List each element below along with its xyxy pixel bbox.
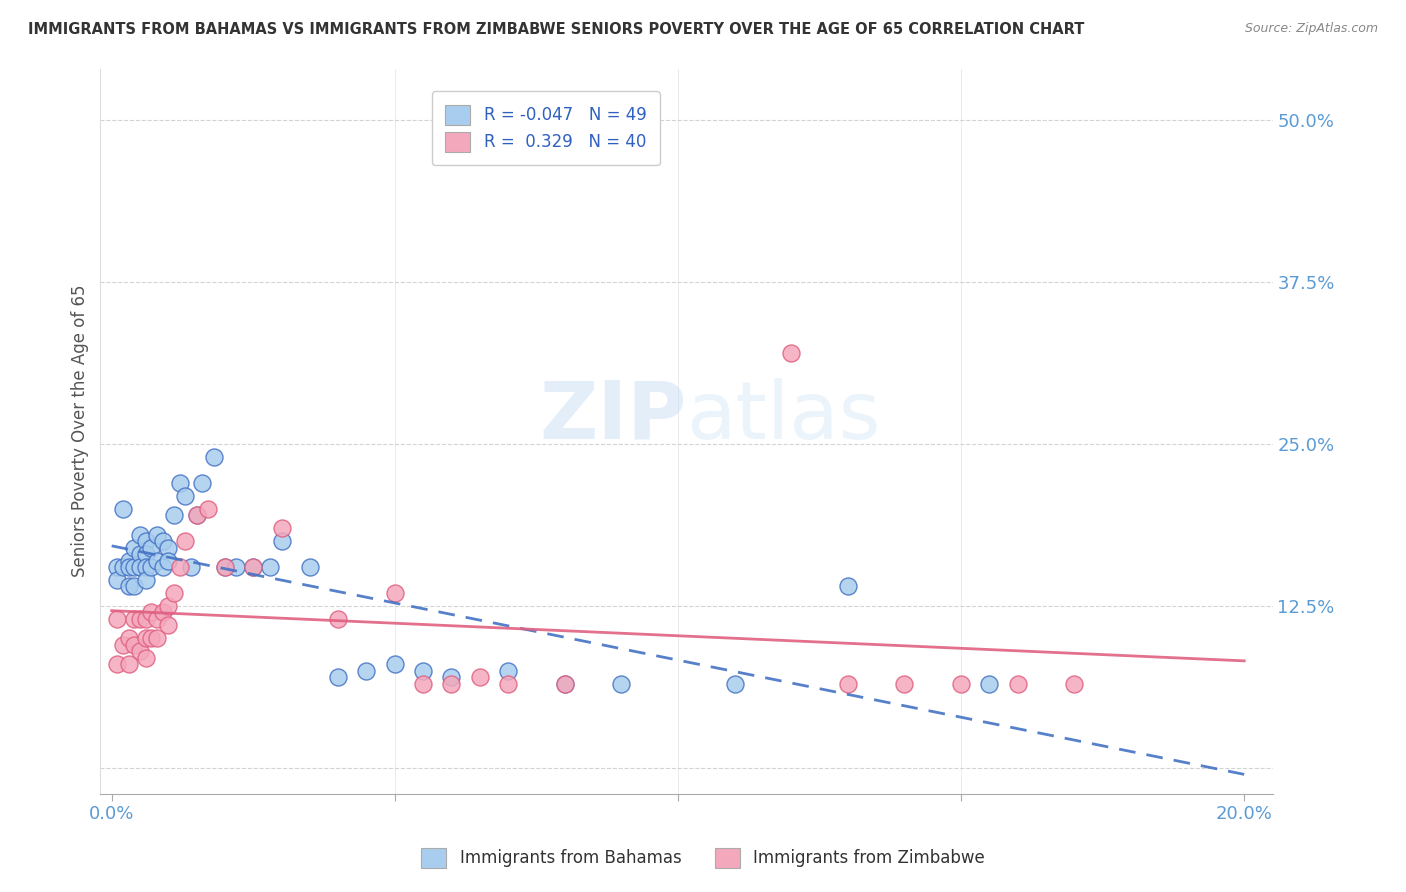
Point xyxy=(152,560,174,574)
Point xyxy=(468,670,491,684)
Text: atlas: atlas xyxy=(686,377,880,456)
Point xyxy=(242,560,264,574)
Point xyxy=(202,450,225,464)
Point xyxy=(180,560,202,574)
Point xyxy=(384,657,406,672)
Text: Source: ZipAtlas.com: Source: ZipAtlas.com xyxy=(1244,22,1378,36)
Point xyxy=(496,676,519,690)
Point xyxy=(356,664,378,678)
Point xyxy=(146,553,169,567)
Point xyxy=(1007,676,1029,690)
Point xyxy=(157,618,180,632)
Point xyxy=(157,553,180,567)
Point xyxy=(174,489,197,503)
Point xyxy=(146,632,169,646)
Point xyxy=(157,599,180,613)
Point xyxy=(129,547,152,561)
Point xyxy=(191,475,214,490)
Point xyxy=(135,547,157,561)
Point xyxy=(723,676,745,690)
Point xyxy=(129,612,152,626)
Point xyxy=(105,612,128,626)
Point xyxy=(270,521,292,535)
Point xyxy=(135,560,157,574)
Point xyxy=(328,612,350,626)
Point xyxy=(124,638,146,652)
Point xyxy=(893,676,915,690)
Point xyxy=(111,638,134,652)
Point xyxy=(135,534,157,549)
Point xyxy=(118,560,141,574)
Point xyxy=(135,612,157,626)
Point xyxy=(412,676,434,690)
Point xyxy=(440,670,463,684)
Point xyxy=(135,573,157,587)
Point xyxy=(124,541,146,555)
Point xyxy=(129,644,152,658)
Point xyxy=(384,586,406,600)
Point xyxy=(124,560,146,574)
Point xyxy=(157,541,180,555)
Text: ZIP: ZIP xyxy=(538,377,686,456)
Text: IMMIGRANTS FROM BAHAMAS VS IMMIGRANTS FROM ZIMBABWE SENIORS POVERTY OVER THE AGE: IMMIGRANTS FROM BAHAMAS VS IMMIGRANTS FR… xyxy=(28,22,1084,37)
Point xyxy=(111,560,134,574)
Point xyxy=(214,560,236,574)
Point xyxy=(259,560,281,574)
Point xyxy=(152,606,174,620)
Point xyxy=(242,560,264,574)
Point xyxy=(979,676,1001,690)
Point xyxy=(412,664,434,678)
Point xyxy=(186,508,208,523)
Point xyxy=(950,676,973,690)
Point xyxy=(124,579,146,593)
Point xyxy=(169,475,191,490)
Point xyxy=(270,534,292,549)
Point xyxy=(197,501,219,516)
Point xyxy=(152,534,174,549)
Legend: Immigrants from Bahamas, Immigrants from Zimbabwe: Immigrants from Bahamas, Immigrants from… xyxy=(415,841,991,875)
Point xyxy=(129,560,152,574)
Point xyxy=(163,586,186,600)
Point xyxy=(118,579,141,593)
Point xyxy=(186,508,208,523)
Point xyxy=(440,676,463,690)
Point xyxy=(105,573,128,587)
Point xyxy=(141,606,163,620)
Point xyxy=(214,560,236,574)
Point xyxy=(169,560,191,574)
Y-axis label: Seniors Poverty Over the Age of 65: Seniors Poverty Over the Age of 65 xyxy=(72,285,89,577)
Point xyxy=(118,553,141,567)
Point xyxy=(105,560,128,574)
Point xyxy=(135,632,157,646)
Point xyxy=(298,560,321,574)
Point xyxy=(174,534,197,549)
Legend: R = -0.047   N = 49, R =  0.329   N = 40: R = -0.047 N = 49, R = 0.329 N = 40 xyxy=(432,91,659,165)
Point xyxy=(837,676,859,690)
Point xyxy=(837,579,859,593)
Point xyxy=(135,650,157,665)
Point xyxy=(554,676,576,690)
Point xyxy=(163,508,186,523)
Point xyxy=(111,501,134,516)
Point xyxy=(328,670,350,684)
Point xyxy=(225,560,247,574)
Point xyxy=(496,664,519,678)
Point xyxy=(118,657,141,672)
Point xyxy=(118,632,141,646)
Point xyxy=(146,612,169,626)
Point xyxy=(141,560,163,574)
Point xyxy=(554,676,576,690)
Point xyxy=(1063,676,1085,690)
Point xyxy=(129,527,152,541)
Point xyxy=(124,612,146,626)
Point xyxy=(141,541,163,555)
Point xyxy=(610,676,633,690)
Point xyxy=(146,527,169,541)
Point xyxy=(780,346,803,360)
Point xyxy=(105,657,128,672)
Point xyxy=(141,632,163,646)
